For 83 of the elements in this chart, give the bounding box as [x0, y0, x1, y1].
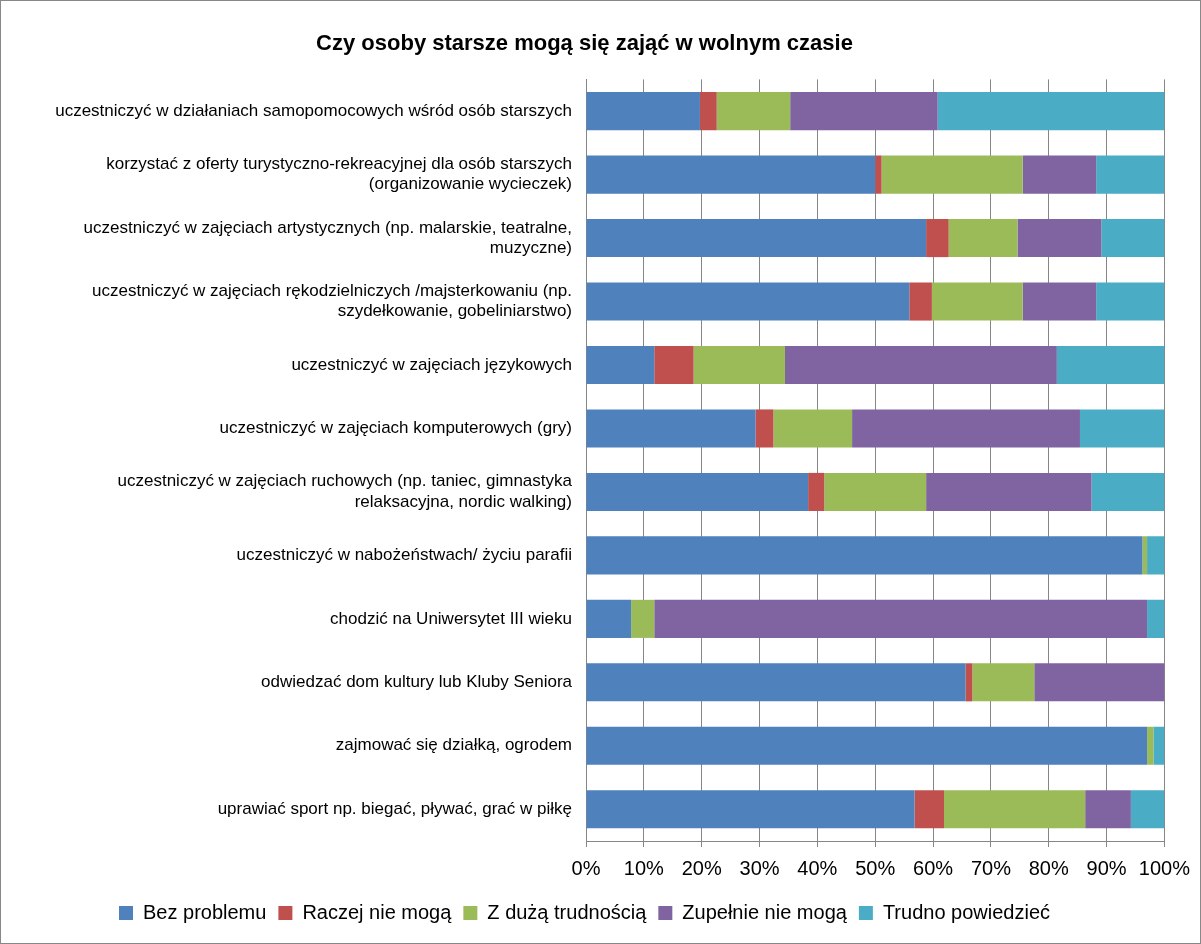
bar [1147, 599, 1165, 638]
bar [926, 219, 949, 258]
x-tick-label: 10% [623, 856, 665, 879]
bar [586, 219, 927, 258]
bar [654, 599, 1148, 638]
bar [586, 282, 910, 321]
bar [586, 92, 700, 131]
bar [586, 536, 1143, 575]
bar [1096, 282, 1165, 321]
bar [586, 472, 809, 511]
bar [972, 663, 1035, 702]
bar [914, 790, 945, 829]
bar [1147, 536, 1165, 575]
bar [699, 92, 717, 131]
y-tick-label: uczestniczyć w nabożeństwach/ życiu parafii [236, 545, 572, 565]
x-tick-label: 30% [739, 856, 780, 879]
bar [586, 726, 1148, 765]
bar [1101, 219, 1165, 258]
x-tick-label: 60% [913, 856, 954, 879]
y-tick-label: odwiedzać dom kultury lub Kluby Seniora [261, 672, 573, 692]
bar [790, 92, 938, 131]
bar [931, 282, 1023, 321]
bar [693, 345, 785, 385]
bar [926, 472, 1092, 511]
bar [773, 409, 853, 448]
bar [948, 219, 1018, 258]
y-tick-label: uczestniczyć w działaniach samopomocowych wśród osób starszych [55, 100, 572, 120]
bar [1091, 472, 1165, 511]
legend-label: Bez problemu [142, 900, 267, 923]
bar [875, 155, 882, 194]
bar [784, 345, 1057, 385]
bar [586, 790, 915, 829]
x-tick-label: 40% [797, 856, 838, 879]
y-tick-label: korzystać z oferty turystyczno-rekreacyjnej dla osób starszych (organizowanie wycieczek) [106, 154, 572, 194]
bar [654, 345, 694, 385]
bar [586, 599, 632, 638]
bar [1153, 726, 1165, 765]
bar [1022, 155, 1097, 194]
bar [586, 409, 756, 448]
bar [824, 472, 927, 511]
x-tick-label: 100% [1138, 856, 1191, 879]
bar [1130, 790, 1165, 829]
bar [631, 599, 655, 638]
y-tick-label: uczestniczyć w zajęciach rękodzielniczych /majsterkowaniu (np. szydełkowanie, gobeliniarstwo) [92, 281, 572, 321]
bar [1142, 536, 1148, 575]
x-tick-label: 20% [681, 856, 722, 879]
bar [1079, 409, 1165, 448]
bar [586, 345, 655, 385]
y-tick-label: uczestniczyć w zajęciach językowych [291, 354, 572, 374]
bar [586, 155, 876, 194]
chart-title: Czy osoby starsze mogą się zająć w wolnym czasie [316, 30, 853, 56]
legend-label: Trudno powiedzieć [882, 900, 1051, 923]
bar [1022, 282, 1097, 321]
y-tick-label: uczestniczyć w zajęciach artystycznych (np. malarskie, teatralne, muzyczne) [83, 217, 572, 257]
x-tick-label: 80% [1028, 856, 1069, 879]
bar [1096, 155, 1165, 194]
bar [1147, 726, 1154, 765]
bar [586, 663, 966, 702]
bar [965, 663, 973, 702]
y-tick-label: uprawiać sport np. biegać, pływać, grać w piłkę [217, 798, 572, 818]
y-tick-label: zajmować się działką, ogrodem [335, 735, 572, 755]
legend-label: Z dużą trudnością [487, 900, 648, 923]
x-tick-label: 70% [970, 856, 1012, 879]
bar [1056, 345, 1165, 385]
y-tick-label: uczestniczyć w zajęciach komputerowych (gry) [219, 418, 572, 438]
legend-label: Raczej nie mogą [302, 900, 453, 923]
bar [909, 282, 932, 321]
bar [944, 790, 1086, 829]
bar [881, 155, 1023, 194]
bar [755, 409, 774, 448]
bar [1085, 790, 1131, 829]
bar [716, 92, 791, 131]
y-tick-label: uczestniczyć w zajęciach ruchowych (np. taniec, gimnastyka relaksacyjna, nordic walking) [117, 471, 573, 511]
y-tick-label: chodzić na Uniwersytet III wieku [330, 608, 572, 628]
x-tick-label: 50% [855, 856, 896, 879]
legend-label: Zupełnie nie mogą [682, 900, 848, 923]
x-tick-label: 90% [1086, 856, 1127, 879]
bar [937, 92, 1165, 131]
x-tick-label: 0% [571, 856, 601, 879]
bar [852, 409, 1080, 448]
bar [1017, 219, 1102, 258]
bar [1034, 663, 1165, 702]
bar [808, 472, 825, 511]
